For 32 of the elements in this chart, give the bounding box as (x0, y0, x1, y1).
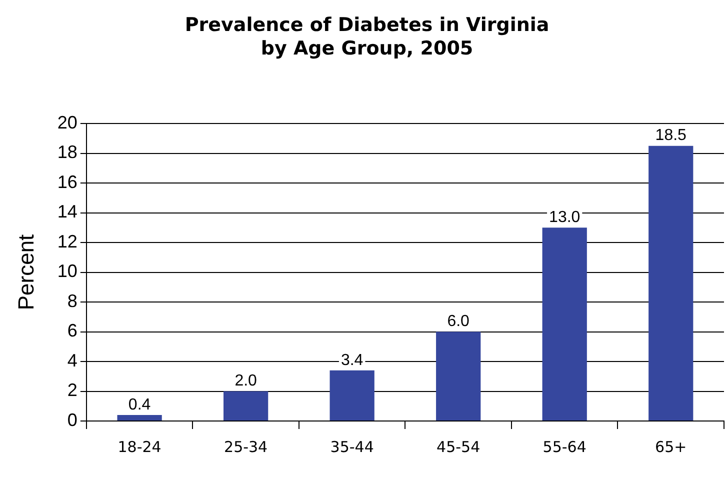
y-tick-label: 2 (67, 380, 78, 400)
data-label: 3.4 (340, 352, 364, 369)
x-tick-label: 45-54 (436, 438, 480, 456)
data-label: 18.5 (655, 127, 687, 144)
data-label: 13.0 (549, 209, 580, 226)
y-tick-label: 10 (57, 261, 78, 282)
y-tick-label: 14 (57, 202, 78, 222)
y-tick-label: 20 (57, 112, 78, 132)
bar (330, 370, 374, 420)
y-axis-title: Percent (13, 234, 38, 310)
y-tick-label: 18 (57, 142, 78, 162)
x-tick-label: 55-64 (542, 438, 586, 456)
bar (224, 391, 268, 420)
data-label: 6.0 (447, 313, 470, 330)
x-tick-label: 65+ (655, 438, 687, 456)
text: by Age Group, 2005 (260, 38, 474, 60)
bar (117, 415, 162, 420)
bar (648, 146, 694, 420)
x-tick-label: 35-44 (330, 438, 374, 456)
x-tick-label: 18-24 (118, 438, 162, 456)
bar (542, 228, 587, 420)
y-tick-label: 8 (67, 290, 78, 311)
data-label: 0.4 (128, 396, 151, 414)
text: Prevalence of Diabetes in Virginia (184, 14, 550, 36)
y-tick-label: 16 (57, 172, 78, 192)
y-tick-label: 4 (67, 350, 78, 370)
bar (436, 332, 481, 420)
y-tick-label: 12 (57, 231, 78, 252)
y-tick-label: 6 (67, 320, 78, 341)
data-label: 2.0 (234, 372, 258, 390)
x-tick-label: 25-34 (224, 438, 268, 456)
y-tick-label: 0 (67, 410, 78, 430)
